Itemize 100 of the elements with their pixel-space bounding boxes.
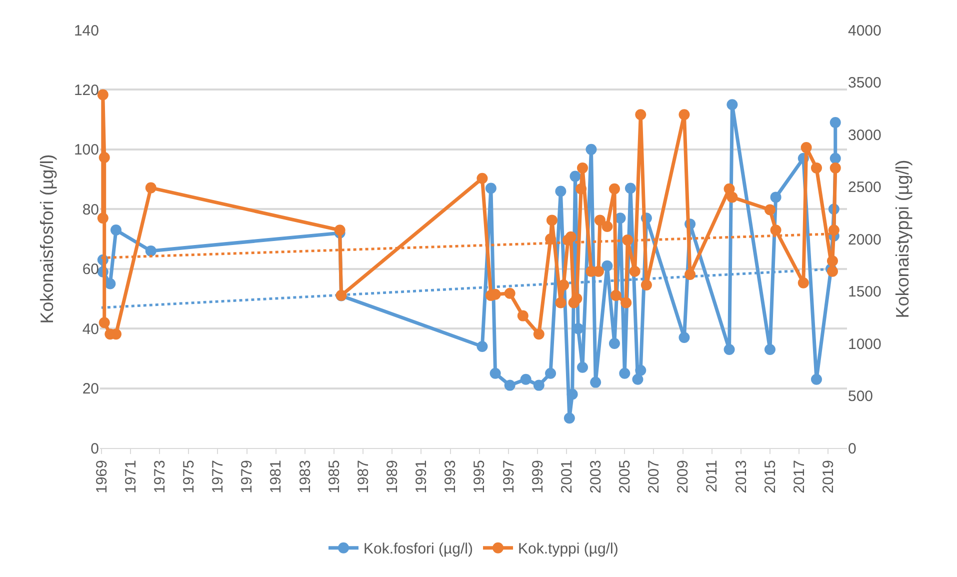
- x-tick-label: 2003: [587, 460, 604, 494]
- point: [104, 278, 116, 290]
- point: [565, 231, 576, 242]
- point: [619, 368, 630, 379]
- y2-tick-label: 0: [848, 440, 856, 458]
- y2-tick-label: 1000: [848, 336, 882, 353]
- x-tick-label: 2007: [646, 460, 663, 494]
- x-tick-label: 2011: [704, 460, 721, 492]
- y2-axis-title: Kokonaistyppi (µg/l): [892, 160, 912, 318]
- point: [555, 186, 566, 197]
- y-tick-label: 100: [74, 142, 99, 159]
- point: [566, 388, 578, 400]
- point: [570, 170, 581, 182]
- point: [110, 224, 122, 236]
- point: [145, 245, 156, 256]
- point: [830, 117, 841, 128]
- point: [545, 368, 556, 379]
- point: [620, 297, 632, 308]
- x-tick-label: 1973: [151, 460, 168, 494]
- point: [608, 183, 620, 194]
- point: [98, 317, 110, 328]
- y2-tick-label: 3500: [848, 74, 882, 92]
- x-tick-label: 1999: [529, 460, 546, 494]
- y-tick-label: 120: [74, 82, 99, 99]
- point: [826, 255, 838, 266]
- x-tick-label: 2013: [732, 460, 750, 494]
- x-tick-label: 1977: [210, 460, 227, 494]
- point: [724, 344, 735, 355]
- x-tick-label: 1993: [442, 460, 460, 494]
- point: [828, 224, 840, 236]
- point: [590, 376, 602, 388]
- point: [545, 234, 556, 244]
- point: [684, 269, 696, 280]
- y2-tick-label: 2000: [848, 231, 882, 248]
- point: [577, 362, 588, 373]
- point: [602, 220, 613, 232]
- x-tick-label: 1983: [296, 460, 314, 494]
- y-tick-label: 80: [82, 201, 99, 218]
- x-tick-label: 2015: [762, 460, 779, 494]
- y-tick-label: 0: [90, 440, 99, 458]
- x-tick-label: 1979: [238, 460, 256, 494]
- point: [517, 310, 528, 322]
- point: [577, 162, 588, 174]
- x-tick-label: 1969: [93, 460, 110, 494]
- point: [571, 293, 582, 304]
- x-tick-label: 1995: [471, 460, 488, 494]
- point: [145, 182, 156, 194]
- point: [726, 99, 738, 110]
- legend-label: Kok.typpi (µg/l): [518, 540, 618, 558]
- point: [485, 182, 496, 194]
- point: [586, 144, 597, 155]
- point: [678, 332, 690, 344]
- point: [632, 374, 644, 385]
- x-tick-label: 1987: [354, 460, 372, 494]
- point: [800, 142, 812, 154]
- point: [635, 364, 646, 376]
- point: [608, 338, 620, 349]
- point: [770, 224, 782, 236]
- x-tick-label: 2009: [674, 460, 692, 494]
- point: [594, 214, 606, 226]
- point: [640, 279, 652, 290]
- point: [764, 344, 776, 355]
- x-tick-label: 1981: [268, 460, 285, 494]
- x-tick-label: 2005: [616, 460, 634, 494]
- x-tick-label: 1991: [413, 460, 430, 494]
- y2-tick-label: 1500: [848, 284, 882, 300]
- point: [726, 192, 738, 203]
- y2-tick-label: 500: [848, 388, 874, 405]
- y2-tick-label: 4000: [848, 22, 882, 40]
- y-tick-label: 20: [82, 380, 99, 398]
- point: [826, 266, 838, 277]
- x-tick-label: 2019: [820, 460, 837, 494]
- point: [810, 374, 822, 385]
- y2-tick-label: 3000: [848, 126, 882, 144]
- y-axis-title: Kokonaisfosfori (µg/l): [37, 154, 58, 324]
- x-tick-label: 2017: [790, 460, 808, 494]
- y-tick-label: 140: [74, 22, 99, 40]
- x-tick-label: 1985: [326, 460, 343, 494]
- point: [97, 212, 108, 224]
- point: [98, 152, 110, 163]
- point: [564, 412, 575, 424]
- point: [490, 368, 501, 379]
- point: [798, 277, 809, 288]
- point: [476, 172, 488, 184]
- point: [520, 374, 532, 385]
- point: [678, 109, 690, 120]
- point: [610, 290, 622, 301]
- x-tick-label: 1971: [122, 460, 140, 494]
- x-tick-label: 1989: [384, 460, 401, 494]
- point: [830, 152, 841, 164]
- x-tick-label: 2001: [558, 460, 576, 494]
- point: [602, 260, 613, 272]
- point: [334, 224, 346, 236]
- point: [635, 109, 646, 120]
- point: [504, 380, 516, 391]
- point: [476, 340, 488, 352]
- y-tick-label: 40: [82, 320, 99, 338]
- point: [810, 162, 822, 174]
- point: [546, 214, 558, 226]
- x-tick-label: 1975: [180, 460, 198, 494]
